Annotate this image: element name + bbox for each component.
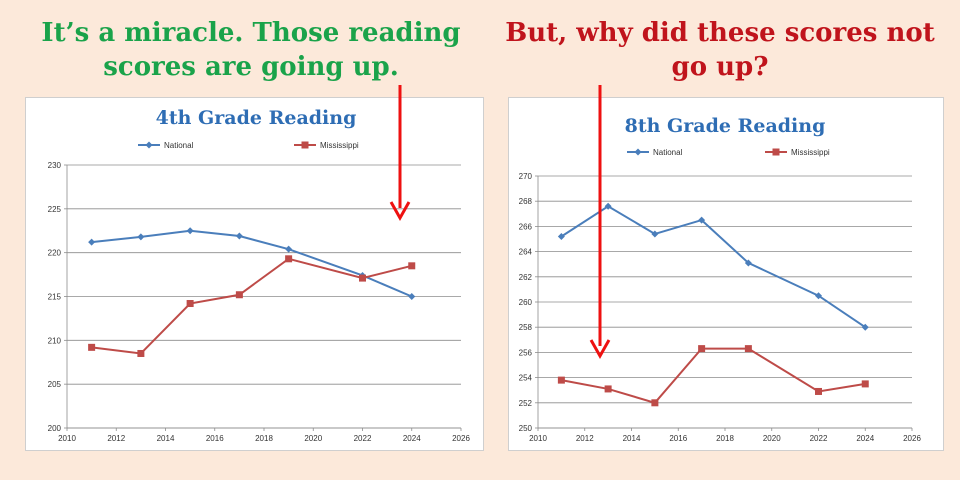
x-tick-label: 2020 <box>763 434 781 443</box>
data-point <box>744 345 752 353</box>
data-point <box>861 380 869 388</box>
legend-label: National <box>653 148 683 157</box>
data-point <box>604 385 612 393</box>
x-tick-label: 2012 <box>576 434 594 443</box>
y-tick-label: 215 <box>48 293 62 302</box>
y-tick-label: 210 <box>48 336 62 345</box>
y-tick-label: 220 <box>48 249 62 258</box>
x-tick-label: 2014 <box>623 434 641 443</box>
x-tick-label: 2022 <box>354 434 372 443</box>
data-point <box>235 291 243 299</box>
data-point <box>815 292 822 300</box>
legend-marker <box>772 148 780 156</box>
y-tick-label: 260 <box>519 298 533 307</box>
data-point <box>651 230 659 238</box>
x-tick-label: 2012 <box>107 434 125 443</box>
chart-panel-4th-grade: 4th Grade Reading 200 205 210 215 220 225 230 20… <box>25 97 484 451</box>
y-tick-label: 205 <box>48 380 62 389</box>
data-point <box>557 232 565 240</box>
y-tick-label: 225 <box>48 205 62 214</box>
legend-entry-mississippi: Mississippi <box>765 148 830 157</box>
headline-left: It’s a miracle. Those reading scores are… <box>41 18 461 82</box>
data-point <box>698 345 706 353</box>
data-point <box>137 349 145 357</box>
x-tick-label: 2024 <box>403 434 421 443</box>
data-point <box>698 216 706 224</box>
series-line <box>91 257 412 355</box>
x-tick-label: 2014 <box>157 434 175 443</box>
legend-marker <box>634 148 642 156</box>
y-tick-label: 256 <box>519 348 533 357</box>
legend-entry-mississippi: Mississippi <box>294 141 359 150</box>
data-point <box>88 238 96 246</box>
x-tick-label: 2018 <box>716 434 734 443</box>
y-tick-label: 250 <box>519 424 533 433</box>
x-tick-label: 2010 <box>58 434 76 443</box>
series-mississippi <box>88 255 416 357</box>
chart-title: 8th Grade Reading <box>625 115 826 137</box>
data-point <box>359 274 366 282</box>
chart-4th-grade-reading: 4th Grade Reading 200 205 210 215 220 225 230 20… <box>48 107 471 443</box>
y-tick-label: 266 <box>519 222 533 231</box>
legend-entry-national: National <box>138 141 194 150</box>
headline-right: But, why did these scores not go up? <box>505 18 935 82</box>
legend-marker <box>301 141 309 149</box>
y-tick-label: 252 <box>519 399 533 408</box>
x-tick-label: 2018 <box>255 434 273 443</box>
x-tick-label: 2026 <box>903 434 921 443</box>
series-line <box>560 205 866 329</box>
legend-label: Mississippi <box>791 148 830 157</box>
data-point <box>815 387 822 395</box>
data-point <box>557 376 565 384</box>
data-point <box>186 300 194 308</box>
series-mississippi <box>557 345 869 407</box>
y-tick-label: 270 <box>519 172 533 181</box>
x-tick-label: 2020 <box>304 434 322 443</box>
y-tick-label: 254 <box>519 374 533 383</box>
chart-title: 4th Grade Reading <box>156 107 357 129</box>
y-tick-label: 200 <box>48 424 62 433</box>
legend-label: National <box>164 141 194 150</box>
data-point <box>744 259 752 267</box>
y-tick-label: 262 <box>519 273 533 282</box>
data-point <box>408 293 416 300</box>
legend-label: Mississippi <box>320 141 359 150</box>
legend-marker <box>145 141 153 149</box>
chart-8th-grade-reading: 8th Grade Reading 250 252 254 256 258 260 262 26… <box>519 115 922 443</box>
data-point <box>861 323 869 331</box>
y-tick-label: 264 <box>519 248 533 257</box>
x-tick-label: 2022 <box>810 434 828 443</box>
series-national <box>557 202 869 331</box>
data-point <box>235 232 243 240</box>
data-point <box>88 343 96 351</box>
series-national <box>88 227 416 300</box>
y-tick-label: 258 <box>519 323 533 332</box>
data-point <box>285 245 293 253</box>
x-tick-label: 2016 <box>669 434 687 443</box>
y-tick-label: 230 <box>48 161 62 170</box>
legend-entry-national: National <box>627 148 683 157</box>
data-point <box>651 399 659 407</box>
data-point <box>186 227 194 235</box>
x-tick-label: 2024 <box>856 434 874 443</box>
data-point <box>604 202 612 210</box>
data-point <box>285 255 293 263</box>
x-tick-label: 2026 <box>452 434 470 443</box>
x-tick-label: 2016 <box>206 434 224 443</box>
chart-panel-8th-grade: 8th Grade Reading 250 252 254 256 258 260 262 26… <box>508 97 944 451</box>
x-tick-label: 2010 <box>529 434 547 443</box>
y-tick-label: 268 <box>519 197 533 206</box>
data-point <box>408 262 416 270</box>
data-point <box>137 233 145 241</box>
